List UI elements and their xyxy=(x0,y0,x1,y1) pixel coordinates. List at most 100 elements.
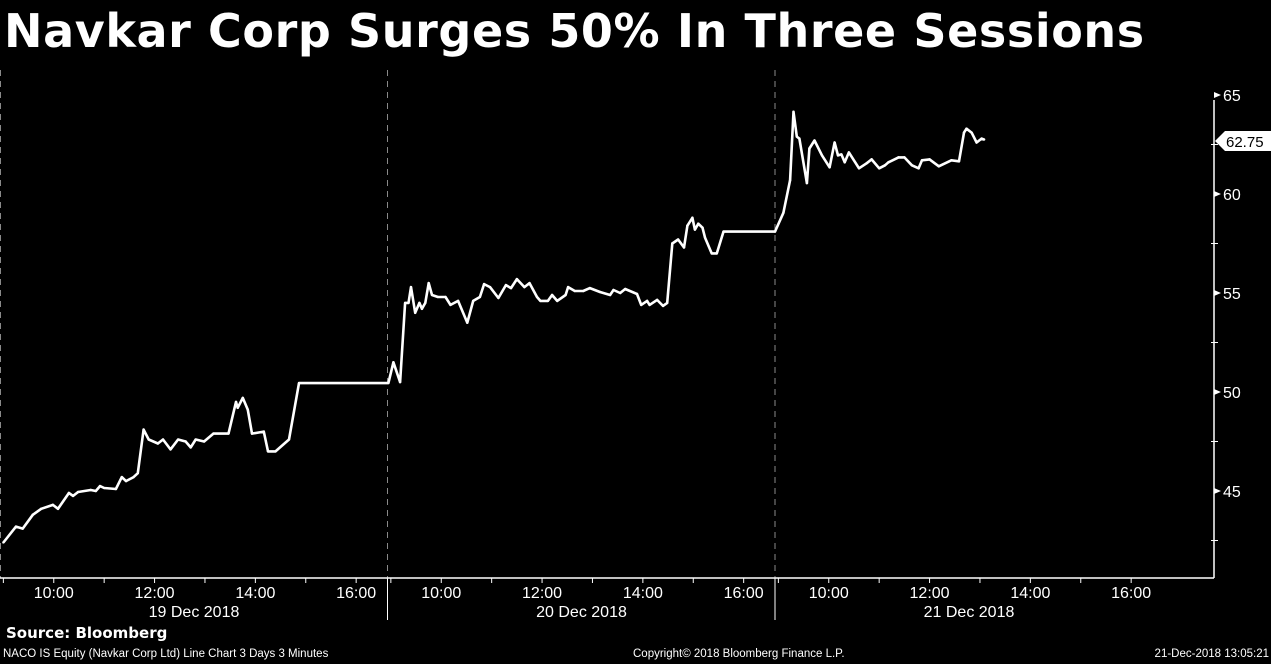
data-point xyxy=(550,293,554,297)
footer-copyright: Copyright© 2018 Bloomberg Finance L.P. xyxy=(633,648,845,660)
data-point xyxy=(471,299,475,303)
x-tick-label: 16:00 xyxy=(1111,585,1151,602)
data-point xyxy=(262,430,265,433)
data-point xyxy=(161,438,165,441)
data-point xyxy=(202,440,206,443)
data-point xyxy=(970,131,973,134)
x-tick-label: 14:00 xyxy=(623,585,663,602)
x-tick-label: 16:00 xyxy=(724,585,764,602)
data-point xyxy=(950,159,953,162)
data-point xyxy=(236,406,239,410)
data-point xyxy=(982,138,986,141)
data-point xyxy=(808,147,811,150)
data-point xyxy=(975,141,978,144)
data-point xyxy=(51,503,55,507)
y-tick-label: 65 xyxy=(1223,88,1241,105)
data-point xyxy=(645,299,649,303)
data-point xyxy=(132,475,135,479)
data-point xyxy=(212,432,215,435)
footer-security-description: NACO IS Equity (Navkar Corp Ltd) Line Ch… xyxy=(3,648,329,660)
data-point xyxy=(573,289,577,293)
data-point xyxy=(184,440,187,443)
data-point xyxy=(701,226,704,229)
data-point xyxy=(444,295,447,299)
data-point xyxy=(582,289,585,293)
data-point xyxy=(671,242,674,245)
data-point xyxy=(820,154,824,157)
data-point xyxy=(488,285,492,289)
data-point xyxy=(266,450,270,453)
data-point xyxy=(782,211,785,215)
data-point xyxy=(843,161,846,164)
x-tick-label: 12:00 xyxy=(522,585,562,602)
data-point xyxy=(828,166,831,169)
x-tick-label: 12:00 xyxy=(910,585,950,602)
data-point xyxy=(241,396,244,400)
data-point xyxy=(897,156,900,159)
data-point xyxy=(56,507,60,511)
data-point xyxy=(297,381,301,385)
data-point xyxy=(424,301,427,305)
data-point xyxy=(71,494,75,498)
x-tick-label: 14:00 xyxy=(1010,585,1050,602)
x-tick-label: 14:00 xyxy=(235,585,275,602)
data-point xyxy=(420,307,424,311)
data-point xyxy=(883,164,887,167)
y-tick-mark xyxy=(1214,191,1221,197)
data-point xyxy=(697,222,700,225)
data-point xyxy=(14,525,18,528)
axes: 45 50 55 60 65 10:00 12:00 14:00 16:00 19 Dec 201… xyxy=(0,88,1241,621)
data-point xyxy=(403,301,407,305)
data-point xyxy=(691,216,694,219)
data-point xyxy=(509,286,513,290)
data-point xyxy=(598,290,602,294)
data-point xyxy=(788,178,792,182)
data-point xyxy=(910,164,914,167)
price-series xyxy=(2,110,986,544)
data-point xyxy=(21,527,24,530)
session-date-label: 21 Dec 2018 xyxy=(924,604,1015,621)
data-point xyxy=(624,287,627,291)
data-point xyxy=(836,154,840,157)
x-tick-label: 10:00 xyxy=(421,585,461,602)
data-point xyxy=(539,299,542,303)
data-point xyxy=(857,167,861,170)
y-tick-mark xyxy=(1214,488,1221,494)
data-point xyxy=(703,236,707,239)
data-point xyxy=(661,304,665,308)
y-tick-mark xyxy=(1214,389,1221,395)
data-point xyxy=(497,296,500,300)
last-price-tag: 62.75 xyxy=(1215,131,1271,151)
data-point xyxy=(980,137,983,140)
data-point xyxy=(478,295,482,299)
data-point xyxy=(287,438,291,441)
data-point xyxy=(156,442,160,445)
data-point xyxy=(928,158,931,161)
data-point xyxy=(392,361,395,364)
session-separators xyxy=(0,70,776,620)
last-price-label: 62.75 xyxy=(1226,134,1264,151)
data-point xyxy=(504,283,508,287)
data-point xyxy=(666,301,669,305)
data-point xyxy=(449,303,452,307)
data-point xyxy=(169,448,172,451)
data-point xyxy=(176,438,180,441)
data-point xyxy=(456,299,460,303)
data-point xyxy=(142,428,145,431)
data-point xyxy=(250,432,254,435)
data-point xyxy=(466,321,469,324)
last-price-tag-shape xyxy=(1215,131,1271,151)
y-tick-label: 55 xyxy=(1223,286,1241,303)
data-point xyxy=(124,479,128,483)
data-point xyxy=(877,167,881,170)
data-point xyxy=(2,541,5,544)
data-point xyxy=(773,230,777,233)
x-tick-label: 12:00 xyxy=(135,585,175,602)
data-point xyxy=(427,281,430,285)
chart-title: Navkar Corp Surges 50% In Three Sessions xyxy=(4,4,1145,58)
data-point xyxy=(436,295,440,299)
data-point xyxy=(555,299,559,303)
data-point xyxy=(887,161,890,164)
data-point xyxy=(588,286,592,290)
data-point xyxy=(715,252,718,255)
